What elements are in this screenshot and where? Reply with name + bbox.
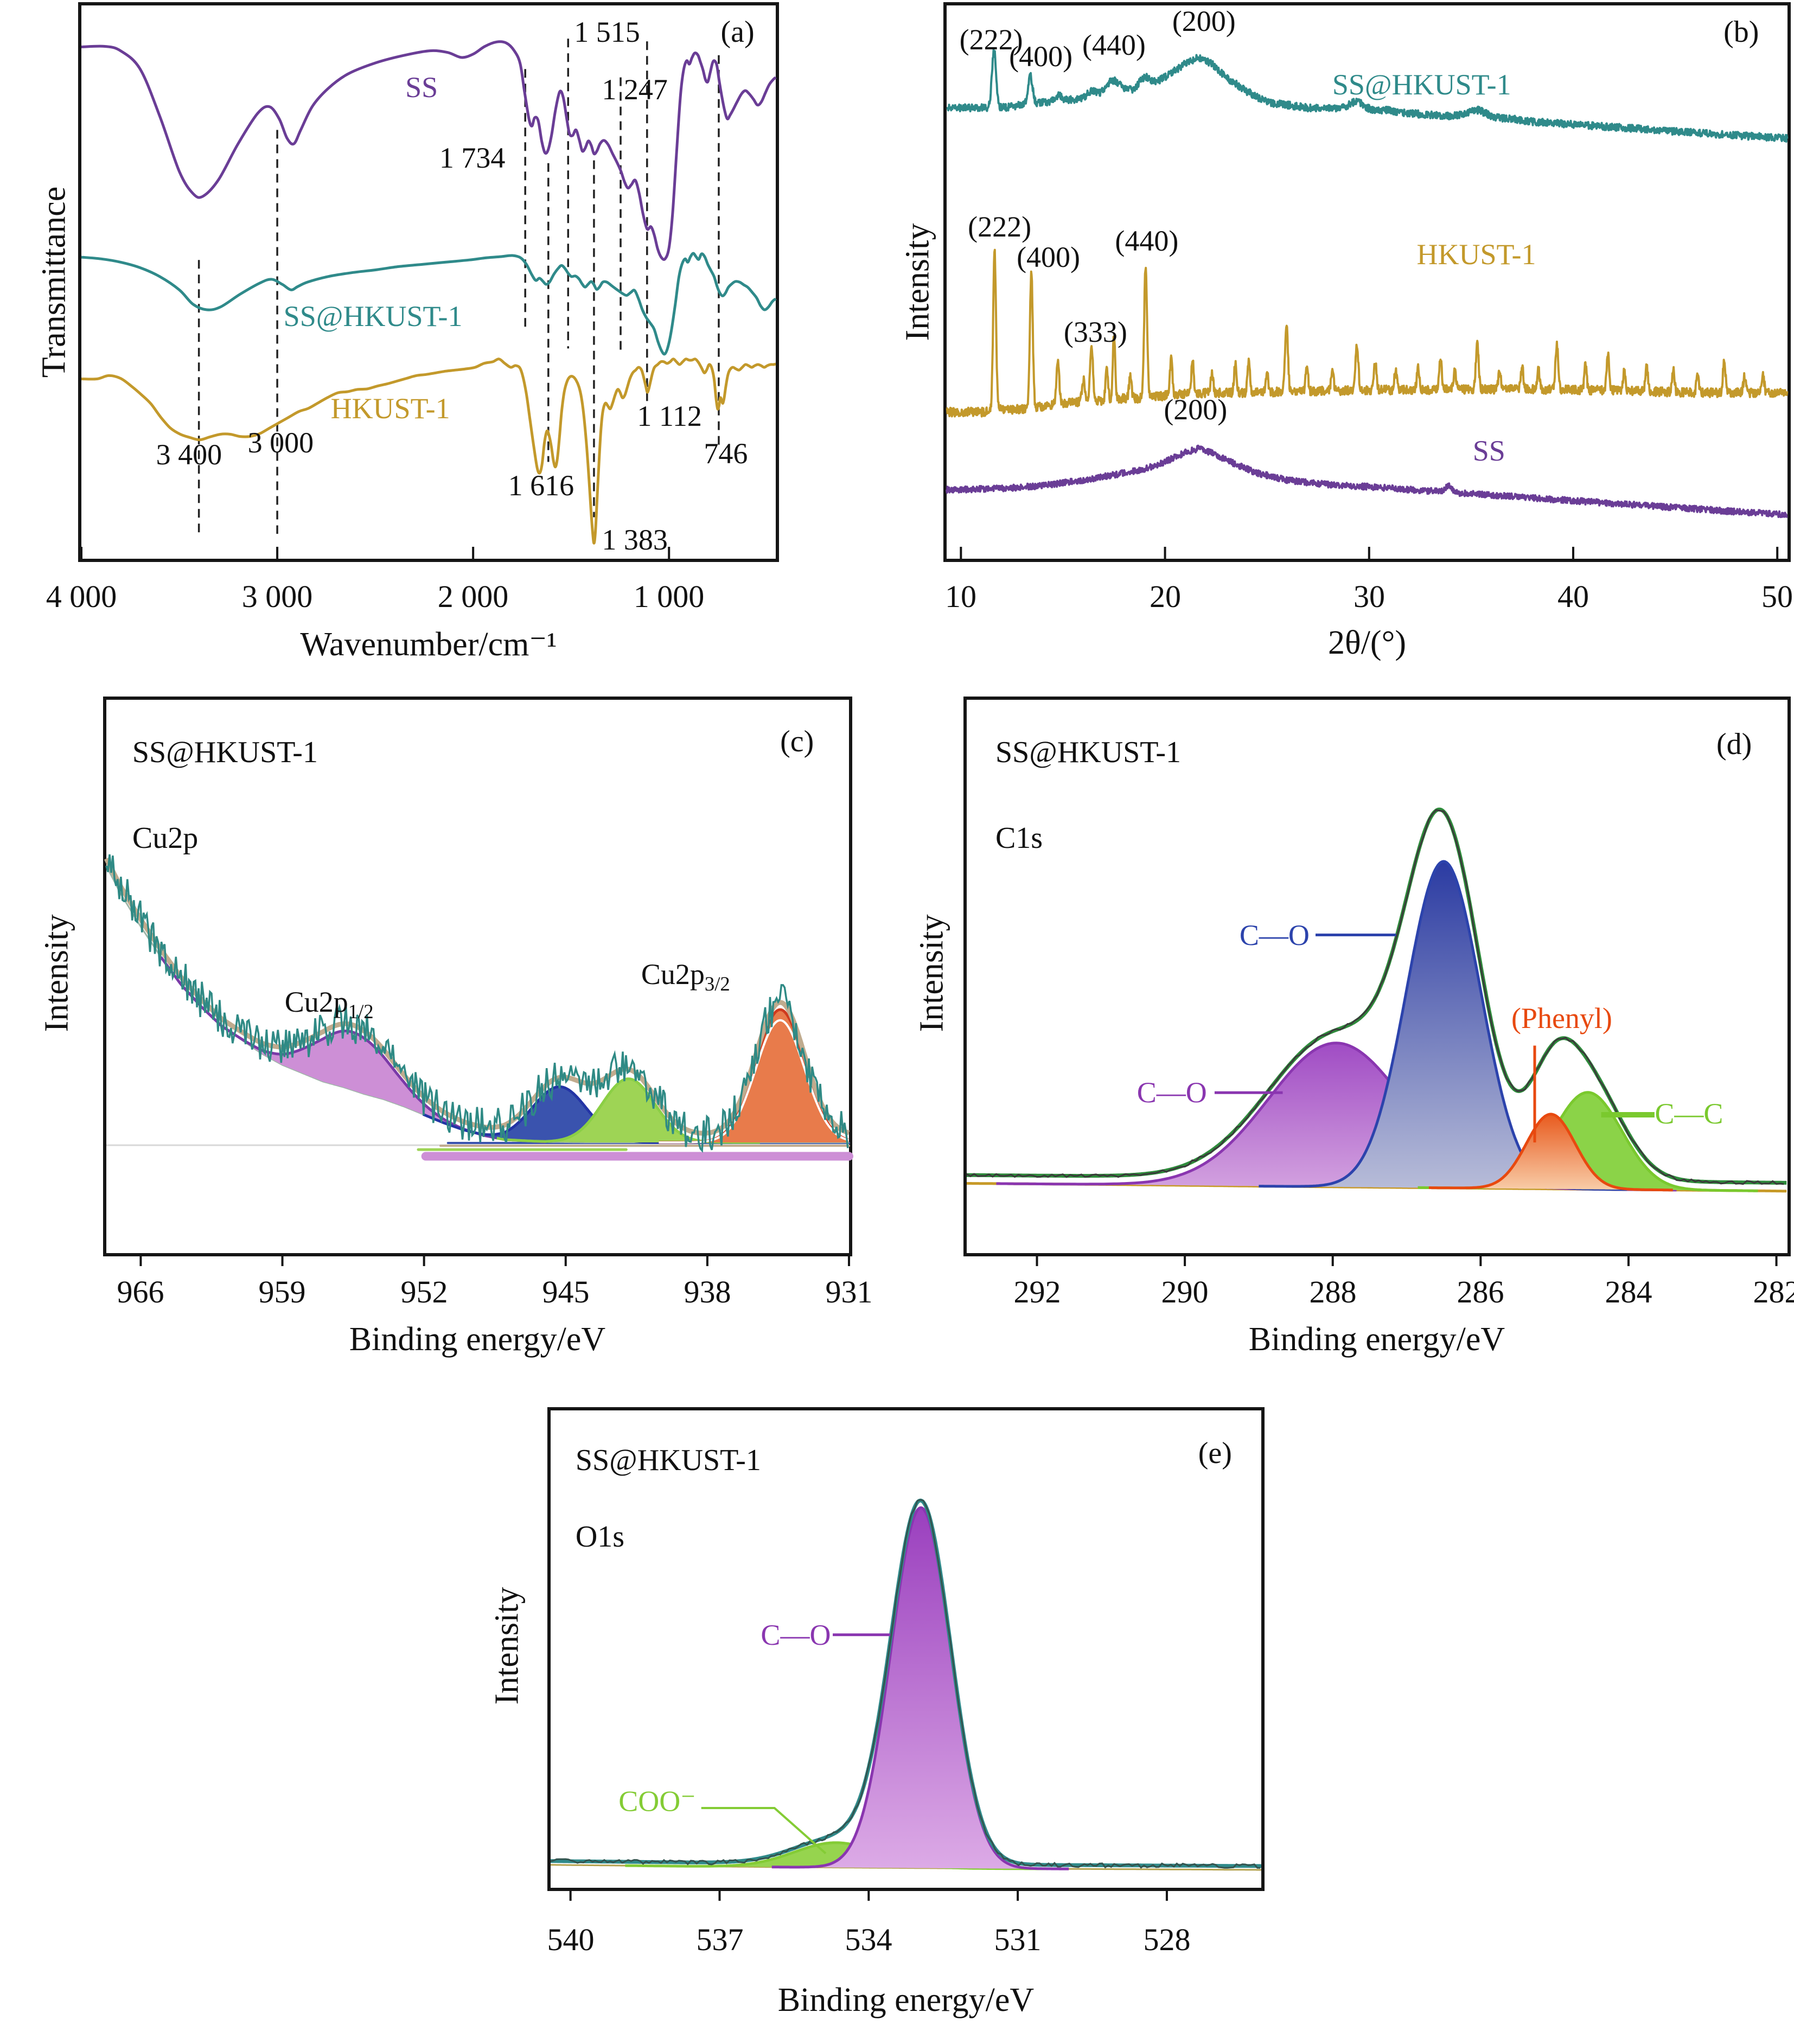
curve-label-sshkust: SS@HKUST-1 xyxy=(283,300,463,333)
peak-annotation: 1 616 xyxy=(508,469,574,502)
x-axis-title-b: 2θ/(°) xyxy=(1327,624,1407,661)
x-tick: 537 xyxy=(696,1922,744,1957)
xps-cu2p-plot xyxy=(104,854,853,1266)
hkl-label: (400) xyxy=(1017,241,1081,274)
x-tick: 534 xyxy=(845,1922,892,1957)
hkl-label: (400) xyxy=(1009,40,1073,73)
peak-annotation: 1 247 xyxy=(602,73,668,106)
component-label: COO⁻ xyxy=(618,1785,696,1818)
peak-annotation: 3 000 xyxy=(247,426,314,459)
y-axis-title-c: Intensity xyxy=(38,914,75,1032)
peak-annotation: 1 734 xyxy=(439,141,506,174)
component-label: C—O xyxy=(1239,918,1310,951)
x-axis-title-e: Binding energy/eV xyxy=(777,1982,1035,2019)
panel-c-xps-cu2p: SS@HKUST-1 Cu2p Cu2p1/2 Cu2p3/2 (c) xyxy=(103,697,853,1266)
hkl-label: (222) xyxy=(968,210,1032,243)
peak-annotation: 1 515 xyxy=(574,15,640,48)
peak-annotation: 3 400 xyxy=(156,438,222,471)
region-label: O1s xyxy=(575,1520,625,1554)
hkl-label: (333) xyxy=(1063,315,1127,348)
curve-label-hkust: HKUST-1 xyxy=(1416,238,1536,271)
hkl-label: (200) xyxy=(1164,393,1228,426)
panel-letter-d: (d) xyxy=(1716,727,1752,761)
x-axis-title-a: Wavenumber/cm⁻¹ xyxy=(300,626,557,663)
x-tick: 540 xyxy=(547,1922,595,1957)
hkl-label: (440) xyxy=(1082,29,1146,62)
y-axis-title-a: Transmittance xyxy=(35,186,73,378)
x-tick: 966 xyxy=(117,1274,164,1310)
curve-label-hkust: HKUST-1 xyxy=(330,392,450,425)
hkl-label: (440) xyxy=(1115,224,1179,257)
curve-label-sshkust: SS@HKUST-1 xyxy=(1332,68,1511,101)
component-label-cu2p32: Cu2p3/2 xyxy=(641,958,730,995)
x-tick: 50 xyxy=(1761,579,1793,614)
panel-b-xrd: SS@HKUST-1 HKUST-1 SS (222) (400) (440) … xyxy=(943,2,1791,562)
peak-annotation: 1 383 xyxy=(602,523,668,557)
x-tick: 1 000 xyxy=(633,579,705,614)
sample-label: SS@HKUST-1 xyxy=(575,1443,761,1478)
peak-annotation: 746 xyxy=(704,437,748,470)
x-tick: 945 xyxy=(542,1274,590,1310)
panel-d-xps-c1s: SS@HKUST-1 C1s C—O C—O (Phenyl) C—C (d) xyxy=(963,697,1791,1266)
x-tick: 4 000 xyxy=(46,579,117,614)
peak-annotation: 1 112 xyxy=(637,399,702,432)
x-tick: 290 xyxy=(1161,1274,1209,1310)
sample-label: SS@HKUST-1 xyxy=(132,735,318,769)
xps-o1s-plot xyxy=(550,1498,1262,1901)
xrd-plot xyxy=(946,49,1789,559)
component-label-cu2p12: Cu2p1/2 xyxy=(284,986,374,1023)
x-tick: 20 xyxy=(1150,579,1181,614)
x-tick: 30 xyxy=(1354,579,1385,614)
x-tick: 2 000 xyxy=(437,579,509,614)
x-tick: 3 000 xyxy=(241,579,313,614)
x-tick: 952 xyxy=(400,1274,448,1310)
x-tick: 288 xyxy=(1309,1274,1357,1310)
y-axis-title-d: Intensity xyxy=(913,914,950,1032)
x-tick: 528 xyxy=(1143,1922,1191,1957)
sample-label: SS@HKUST-1 xyxy=(995,735,1181,769)
hkl-label: (222) xyxy=(959,23,1023,56)
x-tick: 959 xyxy=(258,1274,306,1310)
region-label: C1s xyxy=(995,821,1043,855)
component-label: C—O xyxy=(1137,1076,1207,1109)
x-tick: 292 xyxy=(1013,1274,1061,1310)
x-tick: 286 xyxy=(1457,1274,1504,1310)
panel-a-ftir: SS SS@HKUST-1 HKUST-1 3 400 3 000 1 734 … xyxy=(78,2,779,562)
x-tick: 931 xyxy=(825,1274,873,1310)
panel-letter-c: (c) xyxy=(780,724,814,758)
x-tick: 531 xyxy=(994,1922,1042,1957)
x-axis-title-c: Binding energy/eV xyxy=(349,1321,606,1358)
x-tick: 938 xyxy=(684,1274,731,1310)
ftir-plot xyxy=(80,39,777,559)
component-label: C—O xyxy=(761,1618,831,1651)
x-tick: 282 xyxy=(1753,1274,1794,1310)
hkl-label: (200) xyxy=(1172,4,1236,37)
panel-letter-a: (a) xyxy=(720,15,755,49)
x-tick: 284 xyxy=(1605,1274,1652,1310)
x-tick: 10 xyxy=(945,579,976,614)
component-label: (Phenyl) xyxy=(1511,1001,1612,1034)
curve-label-ss: SS xyxy=(405,71,438,104)
component-label: C—C xyxy=(1655,1097,1723,1130)
panel-letter-b: (b) xyxy=(1723,15,1759,49)
region-label: Cu2p xyxy=(132,821,199,855)
panel-e-xps-o1s: SS@HKUST-1 O1s C—O COO⁻ (e) xyxy=(547,1407,1265,1901)
xps-c1s-plot xyxy=(966,807,1788,1266)
y-axis-title-b: Intensity xyxy=(899,223,936,341)
x-axis-title-d: Binding energy/eV xyxy=(1248,1321,1505,1358)
x-tick: 40 xyxy=(1557,579,1589,614)
panel-letter-e: (e) xyxy=(1198,1436,1232,1471)
curve-label-ss: SS xyxy=(1472,435,1505,468)
y-axis-title-e: Intensity xyxy=(488,1587,526,1705)
